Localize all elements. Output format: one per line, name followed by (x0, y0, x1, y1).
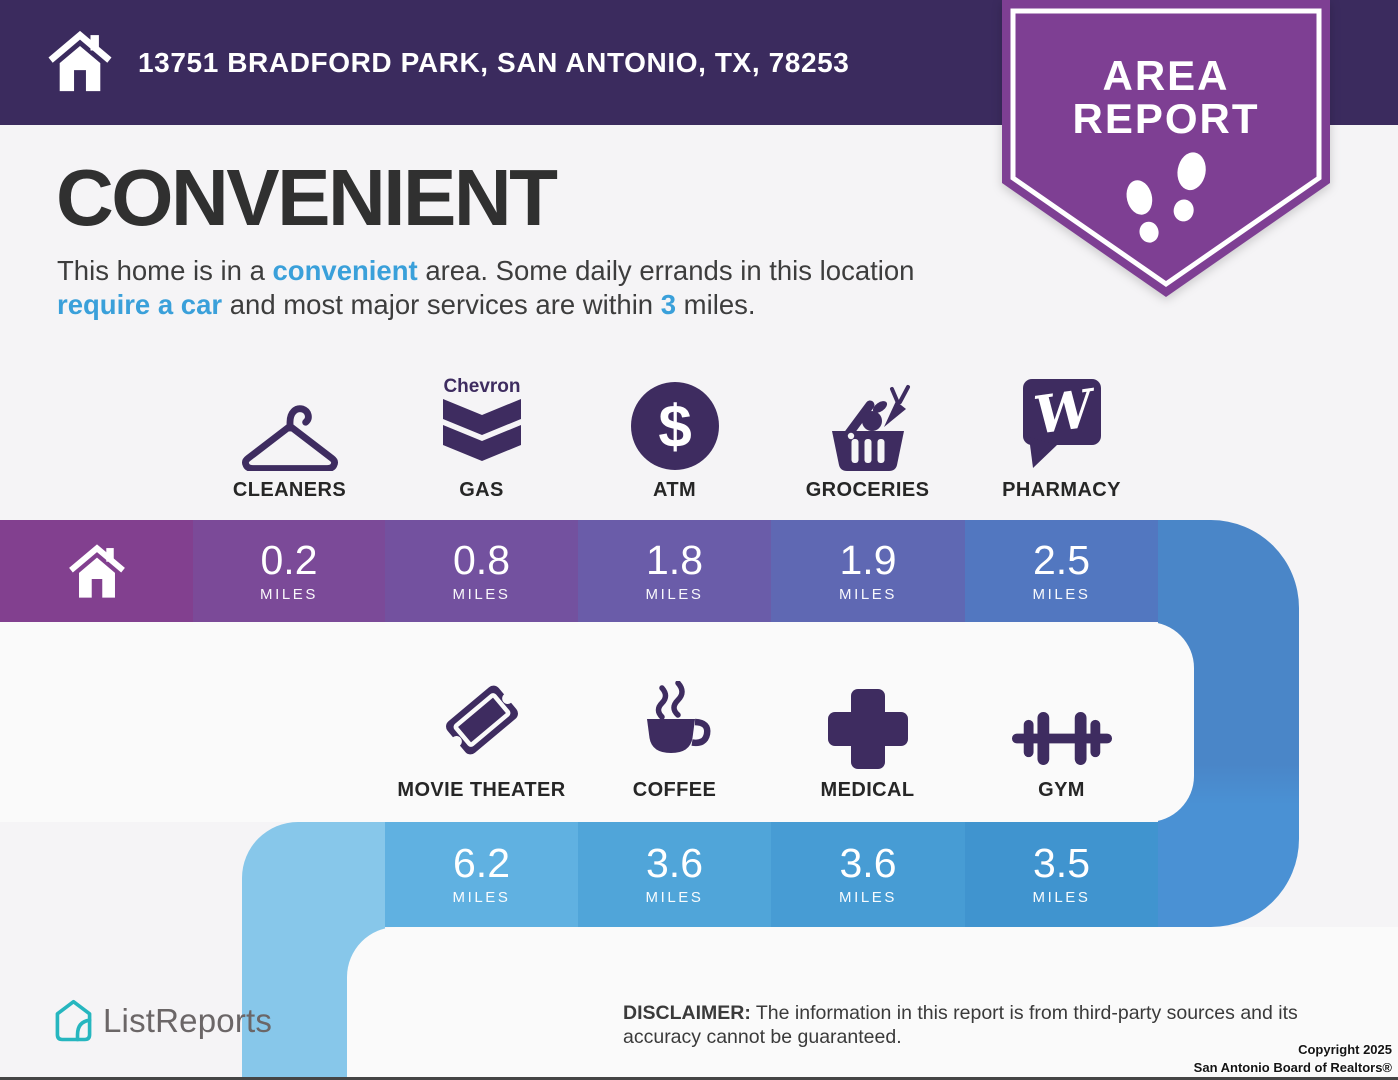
distance-unit: MILES (1032, 889, 1091, 906)
disclaimer: DISCLAIMER: The information in this repo… (623, 1002, 1368, 1050)
distance-value: 6.2 (453, 840, 510, 886)
footprints-icon (1126, 152, 1206, 243)
desc-highlight-miles: 3 (660, 288, 677, 320)
amenity-label: GYM (1038, 779, 1085, 801)
home-cell (0, 520, 193, 622)
description: This home is in a convenient area. Some … (57, 254, 987, 321)
distance-cell-gas: 0.8 MILES (385, 520, 578, 622)
dollar-circle-icon: $ (630, 369, 720, 471)
copyright: Copyright 2025 San Antonio Board of Real… (1194, 1041, 1392, 1077)
distance-unit: MILES (838, 585, 897, 603)
amenity-label: MEDICAL (820, 779, 915, 801)
distance-cell-pharmacy: 2.5 MILES (965, 520, 1158, 622)
coffee-cup-icon (629, 669, 721, 771)
desc-text: and most major services are within (222, 288, 661, 320)
amenity-label: GROCERIES (805, 479, 930, 501)
inner-panel (0, 622, 1194, 822)
distance-value: 0.8 (453, 536, 510, 583)
amenity-label: MOVIE THEATER (397, 779, 566, 801)
badge-shape (1002, 0, 1330, 297)
amenity-label: CLEANERS (232, 479, 347, 501)
desc-highlight-require-car: require a car (57, 288, 223, 320)
amenity-column-medical: MEDICAL (771, 662, 964, 802)
bottom-panel (347, 927, 1398, 1080)
distance-unit: MILES (452, 585, 511, 603)
distance-unit: MILES (452, 889, 511, 906)
chevron-wordmark: Chevron (443, 376, 520, 397)
distance-cell-cleaners: 0.2 MILES (193, 520, 385, 622)
distance-value: 3.6 (839, 840, 897, 886)
amenity-label: PHARMACY (1002, 479, 1121, 501)
listreports-icon (55, 999, 92, 1042)
amenity-column-coffee: COFFEE (578, 662, 771, 802)
dollar-symbol: $ (658, 393, 691, 460)
distance-cell-atm: 1.8 MILES (578, 520, 771, 622)
walgreens-w: W (1030, 378, 1101, 447)
area-report-badge: AREA REPORT (1002, 0, 1330, 300)
distance-value: 2.5 (1033, 536, 1090, 583)
distance-cell-coffee: 3.6 MILES (578, 822, 771, 927)
walgreens-icon: W (1021, 369, 1103, 471)
amenity-column-groceries: GROCERIES (771, 368, 964, 502)
amenity-column-atm: $ ATM (578, 368, 771, 502)
distance-cell-groceries: 1.9 MILES (771, 520, 965, 622)
distance-unit: MILES (259, 585, 318, 603)
hanger-icon (236, 369, 344, 471)
ticket-icon (428, 669, 536, 771)
desc-text: miles. (676, 288, 756, 320)
desc-text: This home is in a (57, 255, 273, 286)
medical-cross-icon (826, 669, 910, 771)
disclaimer-label: DISCLAIMER: (623, 1002, 751, 1024)
distance-unit: MILES (645, 585, 704, 603)
distance-unit: MILES (838, 889, 897, 906)
amenity-column-cleaners: CLEANERS (193, 368, 386, 502)
home-icon (68, 544, 125, 598)
chevron-gas-icon: Chevron (440, 369, 524, 471)
distance-value: 1.9 (839, 536, 897, 583)
distance-value: 0.2 (260, 536, 318, 583)
distance-value: 3.5 (1033, 840, 1090, 886)
amenity-column-gym: GYM (965, 662, 1158, 802)
distance-unit: MILES (645, 889, 704, 906)
page-title: CONVENIENT (56, 153, 558, 242)
amenity-label: ATM (652, 479, 697, 501)
property-address: 13751 BRADFORD PARK, SAN ANTONIO, TX, 78… (138, 46, 850, 78)
distance-value: 1.8 (646, 536, 703, 583)
brand-name: ListReports (103, 1002, 273, 1039)
disclaimer-text: The information in this report is from t… (623, 1002, 1298, 1048)
distance-unit: MILES (1032, 585, 1091, 603)
distance-cell-movie-theater: 6.2 MILES (385, 822, 578, 927)
page-bottom-edge (0, 1077, 1398, 1080)
badge-line2: REPORT (1072, 95, 1259, 142)
distance-cell-gym: 3.5 MILES (965, 822, 1158, 927)
amenity-column-pharmacy: W PHARMACY (965, 368, 1158, 502)
desc-highlight-convenient: convenient (272, 255, 418, 286)
distance-value: 3.6 (646, 840, 703, 886)
amenity-column-gas: Chevron GAS (385, 368, 578, 502)
amenity-label: COFFEE (632, 779, 717, 801)
dumbbell-icon (1010, 669, 1114, 771)
amenity-label: GAS (459, 479, 504, 501)
distance-cell-medical: 3.6 MILES (771, 822, 965, 927)
home-icon (45, 26, 115, 96)
copyright-line1: Copyright 2025 (1298, 1041, 1392, 1057)
grocery-basket-icon (822, 369, 914, 471)
desc-text: area. Some daily errands in this locatio… (417, 255, 915, 286)
copyright-line2: San Antonio Board of Realtors® (1193, 1059, 1392, 1075)
listreports-logo: ListReports (55, 999, 272, 1043)
badge-line1: AREA (1102, 52, 1229, 99)
amenity-column-movie-theater: MOVIE THEATER (385, 662, 578, 802)
